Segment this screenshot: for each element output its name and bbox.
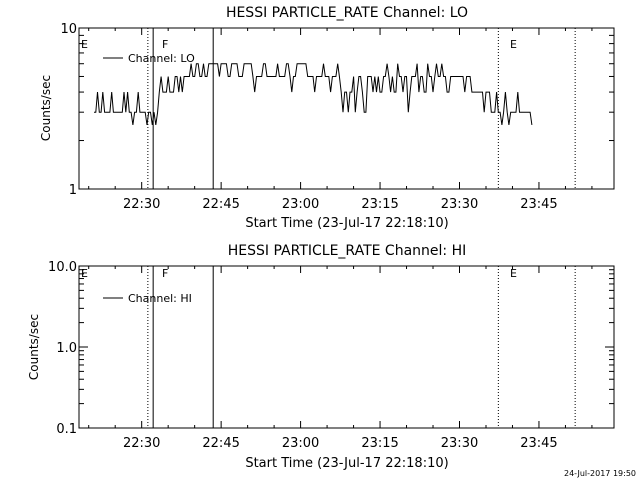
y-tick-label-hi: 0.1 <box>56 422 77 437</box>
series-lo <box>94 63 533 125</box>
y-tick-label-hi: 1.0 <box>56 341 77 356</box>
y-tick-label-lo: 10 <box>60 22 77 37</box>
y-tick-label-hi: 10.0 <box>48 260 77 275</box>
annotation-f-hi: F <box>162 267 168 280</box>
annotation-f-lo: F <box>162 38 168 51</box>
chart-title-hi: HESSI PARTICLE_RATE Channel: HI <box>228 243 466 259</box>
legend-label-lo: Channel: LO <box>128 52 195 65</box>
chart-panel-lo: HESSI PARTICLE_RATE Channel: LO Counts/s… <box>39 5 615 231</box>
series-line-lo-0 <box>94 63 533 125</box>
x-tick-label-lo: 22:45 <box>202 197 239 212</box>
x-axis-label-lo: Start Time (23-Jul-17 22:18:10) <box>245 216 448 231</box>
x-tick-label-lo: 23:45 <box>520 197 557 212</box>
axis-ticks-lo: 22:30 22:45 23:00 23:15 23:30 23:45 1 10 <box>60 22 614 212</box>
event-lines-lo <box>147 28 576 189</box>
x-tick-label-lo: 23:00 <box>282 197 319 212</box>
x-axis-label-hi: Start Time (23-Jul-17 22:18:10) <box>245 456 448 471</box>
y-axis-label-lo: Counts/sec <box>39 75 53 141</box>
footer-timestamp: 24-Jul-2017 19:50 <box>564 469 636 478</box>
plot-frame-hi <box>78 265 615 429</box>
x-tick-label-hi: 22:30 <box>123 436 160 451</box>
x-tick-label-lo: 23:30 <box>441 197 478 212</box>
y-tick-label-lo: 1 <box>69 183 77 198</box>
x-tick-label-hi: 23:45 <box>520 436 557 451</box>
y-axis-label-hi: Counts/sec <box>27 314 41 380</box>
legend-label-hi: Channel: HI <box>128 292 192 305</box>
annotation-e-right-lo: E <box>510 38 517 51</box>
x-tick-label-lo: 23:15 <box>361 197 398 212</box>
x-tick-label-hi: 22:45 <box>202 436 239 451</box>
chart-panel-hi: HESSI PARTICLE_RATE Channel: HI Counts/s… <box>27 243 615 471</box>
x-tick-label-hi: 23:15 <box>361 436 398 451</box>
plot-frame-lo <box>78 27 615 190</box>
annotation-e-right-hi: E <box>510 267 517 280</box>
annotation-e-left-hi: E <box>81 267 88 280</box>
chart-title-lo: HESSI PARTICLE_RATE Channel: LO <box>226 5 468 21</box>
x-tick-label-lo: 22:30 <box>123 197 160 212</box>
x-tick-label-hi: 23:00 <box>282 436 319 451</box>
x-tick-label-hi: 23:30 <box>441 436 478 451</box>
event-lines-hi <box>147 266 576 428</box>
annotation-e-left-lo: E <box>81 38 88 51</box>
